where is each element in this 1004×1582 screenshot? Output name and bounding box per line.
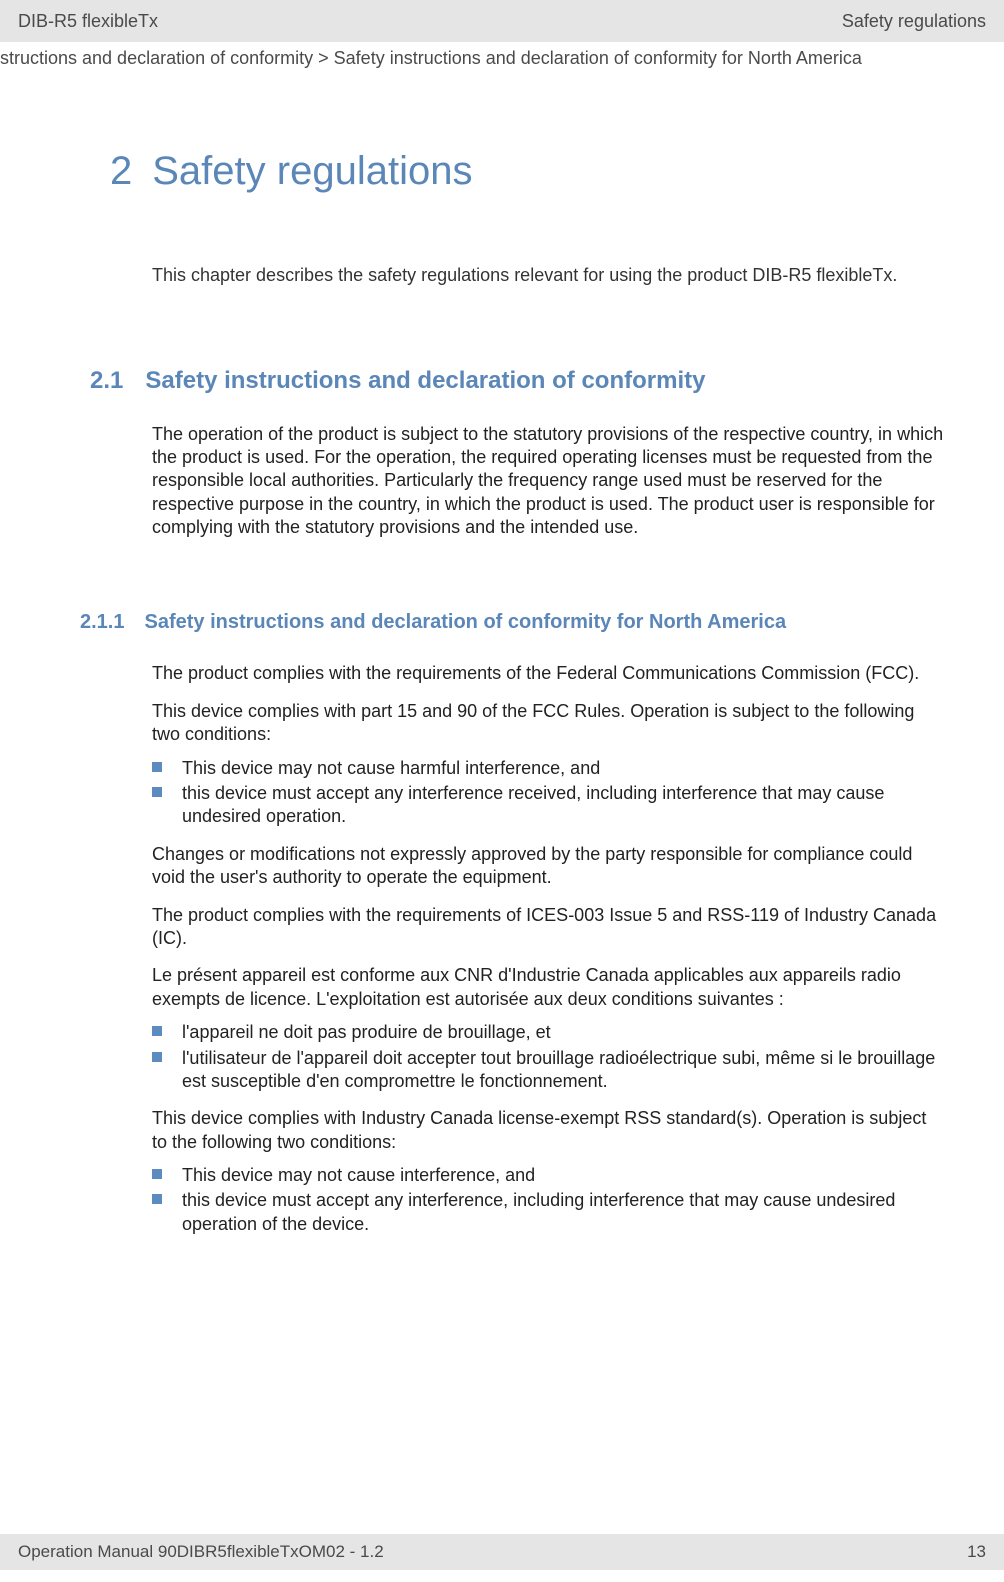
header-section-name: Safety regulations [842,11,986,32]
para-ic-french: Le présent appareil est conforme aux CNR… [152,964,944,1011]
chapter-number: 2 [110,149,132,194]
para-modifications-warning: Changes or modifications not expressly a… [152,843,944,890]
chapter-title: Safety regulations [152,149,472,194]
page-content: 2 Safety regulations This chapter descri… [0,149,1004,1236]
header-product-name: DIB-R5 flexibleTx [18,11,158,32]
subsection-title: Safety instructions and declaration of c… [144,611,786,634]
list-item: l'appareil ne doit pas produire de broui… [152,1021,944,1044]
section-2-1-1-heading: 2.1.1 Safety instructions and declaratio… [80,611,944,634]
chapter-intro: This chapter describes the safety regula… [152,264,944,287]
section-2-1-heading: 2.1 Safety instructions and declaration … [90,367,944,395]
list-item: this device must accept any interference… [152,782,944,829]
para-fcc-conditions-intro: This device complies with part 15 and 90… [152,700,944,747]
section-title: Safety instructions and declaration of c… [145,367,705,395]
list-ic-english-conditions: This device may not cause interference, … [152,1164,944,1236]
list-item: This device may not cause interference, … [152,1164,944,1187]
page-header: DIB-R5 flexibleTx Safety regulations [0,0,1004,42]
subsection-number: 2.1.1 [80,611,124,634]
list-item: l'utilisateur de l'appareil doit accepte… [152,1047,944,1094]
page-footer: Operation Manual 90DIBR5flexibleTxOM02 -… [0,1534,1004,1570]
list-item: this device must accept any interference… [152,1189,944,1236]
section-2-1-para: The operation of the product is subject … [152,423,944,540]
para-ic-english: This device complies with Industry Canad… [152,1107,944,1154]
section-number: 2.1 [90,367,123,395]
para-fcc-compliance: The product complies with the requiremen… [152,662,944,685]
chapter-heading: 2 Safety regulations [110,149,944,194]
list-item: This device may not cause harmful interf… [152,757,944,780]
list-fcc-conditions: This device may not cause harmful interf… [152,757,944,829]
list-ic-french-conditions: l'appareil ne doit pas produire de broui… [152,1021,944,1093]
footer-manual-id: Operation Manual 90DIBR5flexibleTxOM02 -… [18,1542,384,1562]
footer-page-number: 13 [967,1542,986,1562]
para-ic-compliance: The product complies with the requiremen… [152,904,944,951]
breadcrumb: structions and declaration of conformity… [0,42,1004,69]
